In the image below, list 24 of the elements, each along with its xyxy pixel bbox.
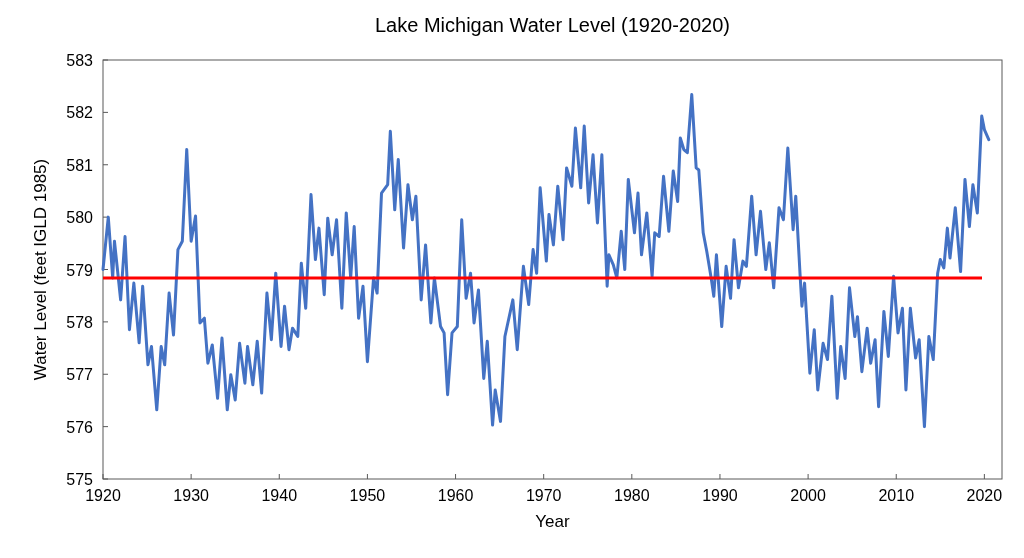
x-axis-title: Year — [535, 512, 571, 531]
line-series — [101, 93, 991, 429]
y-tick-label: 580 — [66, 209, 94, 227]
x-tick-label: 1920 — [85, 487, 121, 504]
x-tick-label: 1950 — [349, 487, 386, 504]
x-tick-label: 2020 — [966, 487, 1003, 504]
y-tick-label: 578 — [66, 313, 94, 331]
x-tick-label: 1990 — [702, 487, 738, 504]
x-tick-label: 1930 — [173, 487, 210, 504]
x-tick-label: 1970 — [525, 487, 562, 504]
y-tick-label: 583 — [66, 52, 94, 69]
y-tick-label: 576 — [66, 418, 94, 436]
y-tick-label: 581 — [66, 156, 94, 174]
x-tick-label: 2000 — [790, 487, 826, 504]
x-tick-label: 1980 — [614, 487, 650, 504]
y-tick-label: 575 — [66, 471, 94, 488]
chart-title: Lake Michigan Water Level (1920-2020) — [374, 14, 731, 36]
x-tick-label: 1940 — [261, 487, 298, 504]
y-axis-title: Water Level (feet IGLD 1985) — [31, 158, 50, 381]
y-tick-label: 577 — [66, 366, 94, 384]
y-tick-label: 582 — [66, 104, 94, 122]
x-tick-label: 2010 — [878, 487, 915, 504]
x-tick-label: 1960 — [437, 487, 474, 504]
y-tick-label: 579 — [66, 261, 94, 279]
